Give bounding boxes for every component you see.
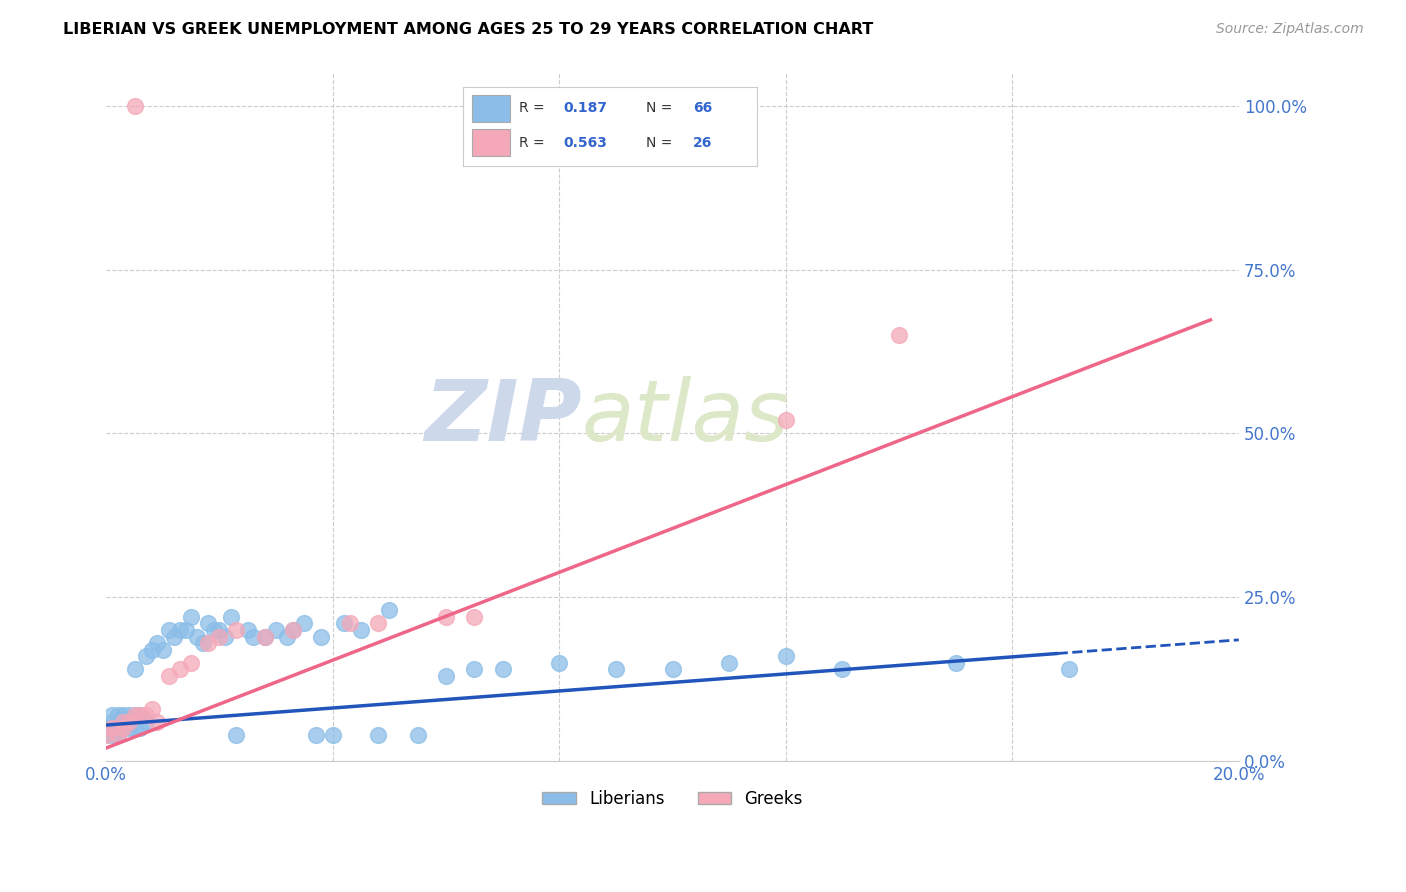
Point: [96, 728, 118, 742]
Point: [214, 630, 236, 644]
Point: [225, 728, 247, 742]
Point: [101, 721, 124, 735]
Point: [135, 714, 157, 729]
Point: [253, 630, 276, 644]
Point: [367, 728, 389, 742]
Point: [101, 721, 124, 735]
Point: [718, 656, 741, 670]
Text: Source: ZipAtlas.com: Source: ZipAtlas.com: [1216, 22, 1364, 37]
Point: [197, 636, 219, 650]
Point: [141, 701, 163, 715]
Point: [197, 616, 219, 631]
Point: [112, 721, 135, 735]
Point: [157, 623, 180, 637]
Point: [112, 708, 135, 723]
Point: [434, 669, 457, 683]
Legend: Liberians, Greeks: Liberians, Greeks: [536, 783, 810, 814]
Point: [124, 721, 146, 735]
Point: [101, 721, 124, 735]
Point: [129, 708, 152, 723]
Point: [548, 656, 571, 670]
Text: atlas: atlas: [582, 376, 790, 458]
Point: [180, 610, 202, 624]
Point: [831, 662, 853, 676]
Point: [163, 630, 186, 644]
Point: [186, 630, 208, 644]
Point: [775, 413, 797, 427]
Point: [339, 616, 361, 631]
Point: [118, 714, 141, 729]
Point: [96, 721, 118, 735]
Point: [96, 728, 118, 742]
Point: [146, 714, 169, 729]
Point: [129, 708, 152, 723]
Point: [367, 616, 389, 631]
Point: [281, 623, 304, 637]
Point: [463, 662, 485, 676]
Point: [276, 630, 298, 644]
Point: [294, 616, 316, 631]
Text: ZIP: ZIP: [425, 376, 582, 458]
Point: [225, 623, 247, 637]
Point: [135, 649, 157, 664]
Point: [169, 623, 191, 637]
Point: [101, 708, 124, 723]
Point: [107, 708, 129, 723]
Text: LIBERIAN VS GREEK UNEMPLOYMENT AMONG AGES 25 TO 29 YEARS CORRELATION CHART: LIBERIAN VS GREEK UNEMPLOYMENT AMONG AGE…: [63, 22, 873, 37]
Point: [191, 636, 214, 650]
Point: [112, 721, 135, 735]
Point: [202, 623, 225, 637]
Point: [605, 662, 627, 676]
Point: [406, 728, 429, 742]
Point: [208, 623, 231, 637]
Point: [219, 610, 242, 624]
Point: [141, 642, 163, 657]
Point: [350, 623, 373, 637]
Point: [107, 728, 129, 742]
Point: [253, 630, 276, 644]
Point: [775, 649, 797, 664]
Point: [124, 662, 146, 676]
Point: [135, 708, 157, 723]
Point: [107, 728, 129, 742]
Point: [101, 714, 124, 729]
Point: [124, 99, 146, 113]
Point: [152, 642, 174, 657]
Point: [124, 708, 146, 723]
Point: [174, 623, 197, 637]
Point: [1057, 662, 1080, 676]
Point: [112, 714, 135, 729]
Point: [157, 669, 180, 683]
Point: [107, 714, 129, 729]
Point: [112, 714, 135, 729]
Point: [107, 721, 129, 735]
Point: [146, 636, 169, 650]
Point: [101, 728, 124, 742]
Point: [208, 630, 231, 644]
Point: [887, 328, 910, 343]
Point: [118, 714, 141, 729]
Point: [463, 610, 485, 624]
Point: [661, 662, 683, 676]
Point: [434, 610, 457, 624]
Point: [305, 728, 328, 742]
Point: [264, 623, 287, 637]
Point: [124, 708, 146, 723]
Point: [378, 603, 401, 617]
Point: [333, 616, 356, 631]
Point: [118, 708, 141, 723]
Point: [236, 623, 259, 637]
Point: [129, 721, 152, 735]
Point: [169, 662, 191, 676]
Point: [118, 721, 141, 735]
Point: [242, 630, 264, 644]
Point: [180, 656, 202, 670]
Point: [322, 728, 344, 742]
Point: [491, 662, 513, 676]
Point: [945, 656, 967, 670]
Point: [281, 623, 304, 637]
Point: [311, 630, 333, 644]
